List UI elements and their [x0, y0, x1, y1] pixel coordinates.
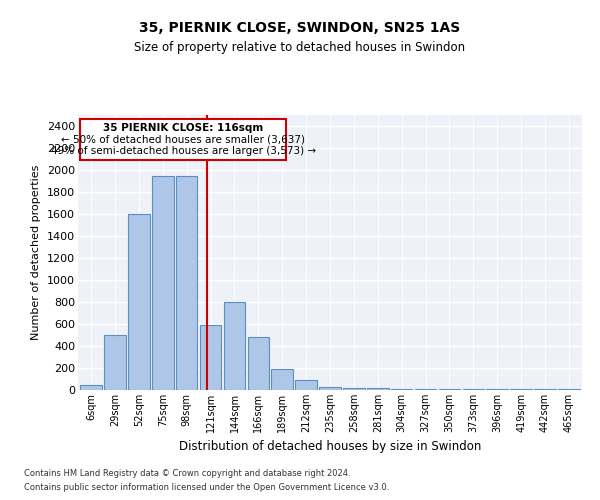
Bar	[295, 380, 317, 390]
Bar	[319, 386, 341, 390]
Bar	[104, 335, 126, 390]
Bar	[224, 302, 245, 390]
FancyBboxPatch shape	[80, 120, 286, 160]
Bar	[271, 368, 293, 390]
Text: 35 PIERNIK CLOSE: 116sqm: 35 PIERNIK CLOSE: 116sqm	[103, 124, 263, 134]
X-axis label: Distribution of detached houses by size in Swindon: Distribution of detached houses by size …	[179, 440, 481, 454]
Bar	[128, 214, 149, 390]
Bar	[343, 388, 365, 390]
Text: Contains public sector information licensed under the Open Government Licence v3: Contains public sector information licen…	[24, 484, 389, 492]
Text: ← 50% of detached houses are smaller (3,637): ← 50% of detached houses are smaller (3,…	[61, 134, 305, 145]
Bar	[200, 325, 221, 390]
Bar	[248, 337, 269, 390]
Text: Contains HM Land Registry data © Crown copyright and database right 2024.: Contains HM Land Registry data © Crown c…	[24, 468, 350, 477]
Text: 49% of semi-detached houses are larger (3,573) →: 49% of semi-detached houses are larger (…	[50, 146, 316, 156]
Text: Size of property relative to detached houses in Swindon: Size of property relative to detached ho…	[134, 41, 466, 54]
Text: 35, PIERNIK CLOSE, SWINDON, SN25 1AS: 35, PIERNIK CLOSE, SWINDON, SN25 1AS	[139, 20, 461, 34]
Y-axis label: Number of detached properties: Number of detached properties	[31, 165, 41, 340]
Bar	[367, 388, 389, 390]
Bar	[80, 384, 102, 390]
Bar	[152, 176, 173, 390]
Bar	[176, 176, 197, 390]
